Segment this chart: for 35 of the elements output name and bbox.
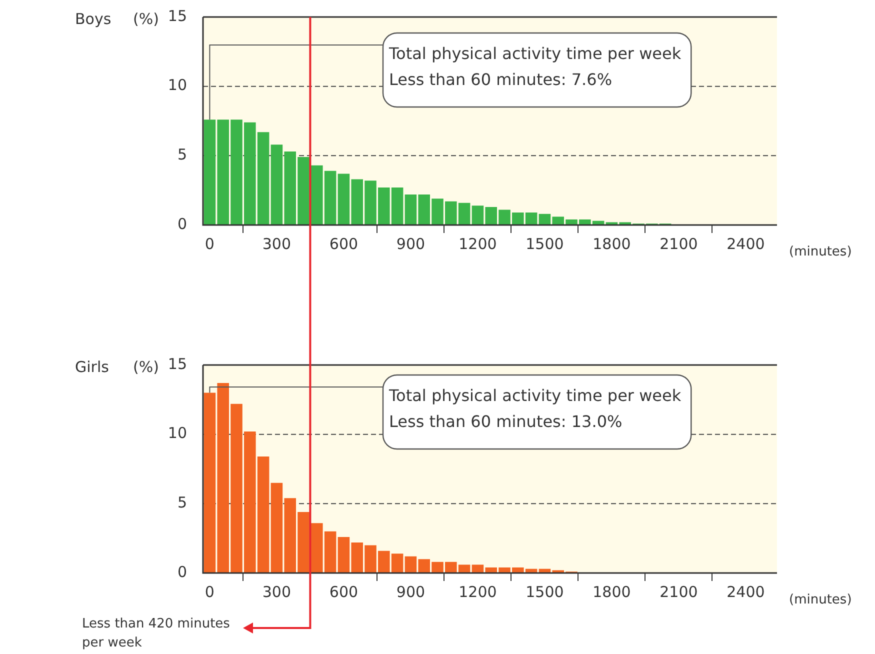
annotation: Total physical activity time per week Less than 60 minutes: 13.0% [388, 386, 682, 432]
y-tick-label: 0 [177, 562, 187, 581]
chart-title: Girls [75, 358, 109, 376]
x-axis-title: (minutes) [789, 244, 852, 260]
x-tick-label: 1800 [592, 234, 631, 253]
x-tick-label: 1200 [458, 582, 497, 601]
x-tick-label: 600 [329, 582, 358, 601]
x-tick-label: 1500 [526, 582, 564, 601]
chart-title: Boys [75, 10, 112, 28]
x-tick-label: 1800 [592, 582, 631, 601]
x-tick-label: 300 [262, 582, 292, 601]
x-tick-label: 1200 [458, 234, 497, 253]
y-tick-label: 5 [177, 494, 187, 512]
x-tick-label: 0 [204, 582, 214, 601]
x-tick-label: 2100 [660, 234, 698, 253]
x-tick-label: 300 [262, 234, 292, 253]
y-tick-label: 0 [177, 214, 187, 233]
x-tick-label: 600 [329, 234, 358, 253]
x-tick-label: 0 [204, 234, 214, 253]
x-tick-label: 2400 [726, 234, 765, 253]
y-tick-label: 15 [168, 6, 187, 25]
y-tick-label: 10 [168, 76, 187, 94]
ref-line-label: Less than 420 minutes per week [82, 616, 230, 650]
x-tick-label: 2100 [660, 582, 698, 601]
x-tick-label: 1500 [526, 234, 564, 253]
y-tick-label: 15 [168, 354, 187, 373]
y-tick-label: 5 [177, 146, 187, 164]
y-axis-title: (%) [133, 10, 159, 28]
annotation: Total physical activity time per week Less than 60 minutes: 7.6% [388, 44, 682, 90]
x-tick-label: 2400 [726, 582, 765, 601]
x-axis-title: (minutes) [789, 592, 852, 608]
y-tick-label: 10 [168, 424, 187, 442]
y-axis-title: (%) [133, 358, 159, 376]
x-tick-label: 900 [396, 582, 426, 601]
x-tick-label: 900 [396, 234, 426, 253]
